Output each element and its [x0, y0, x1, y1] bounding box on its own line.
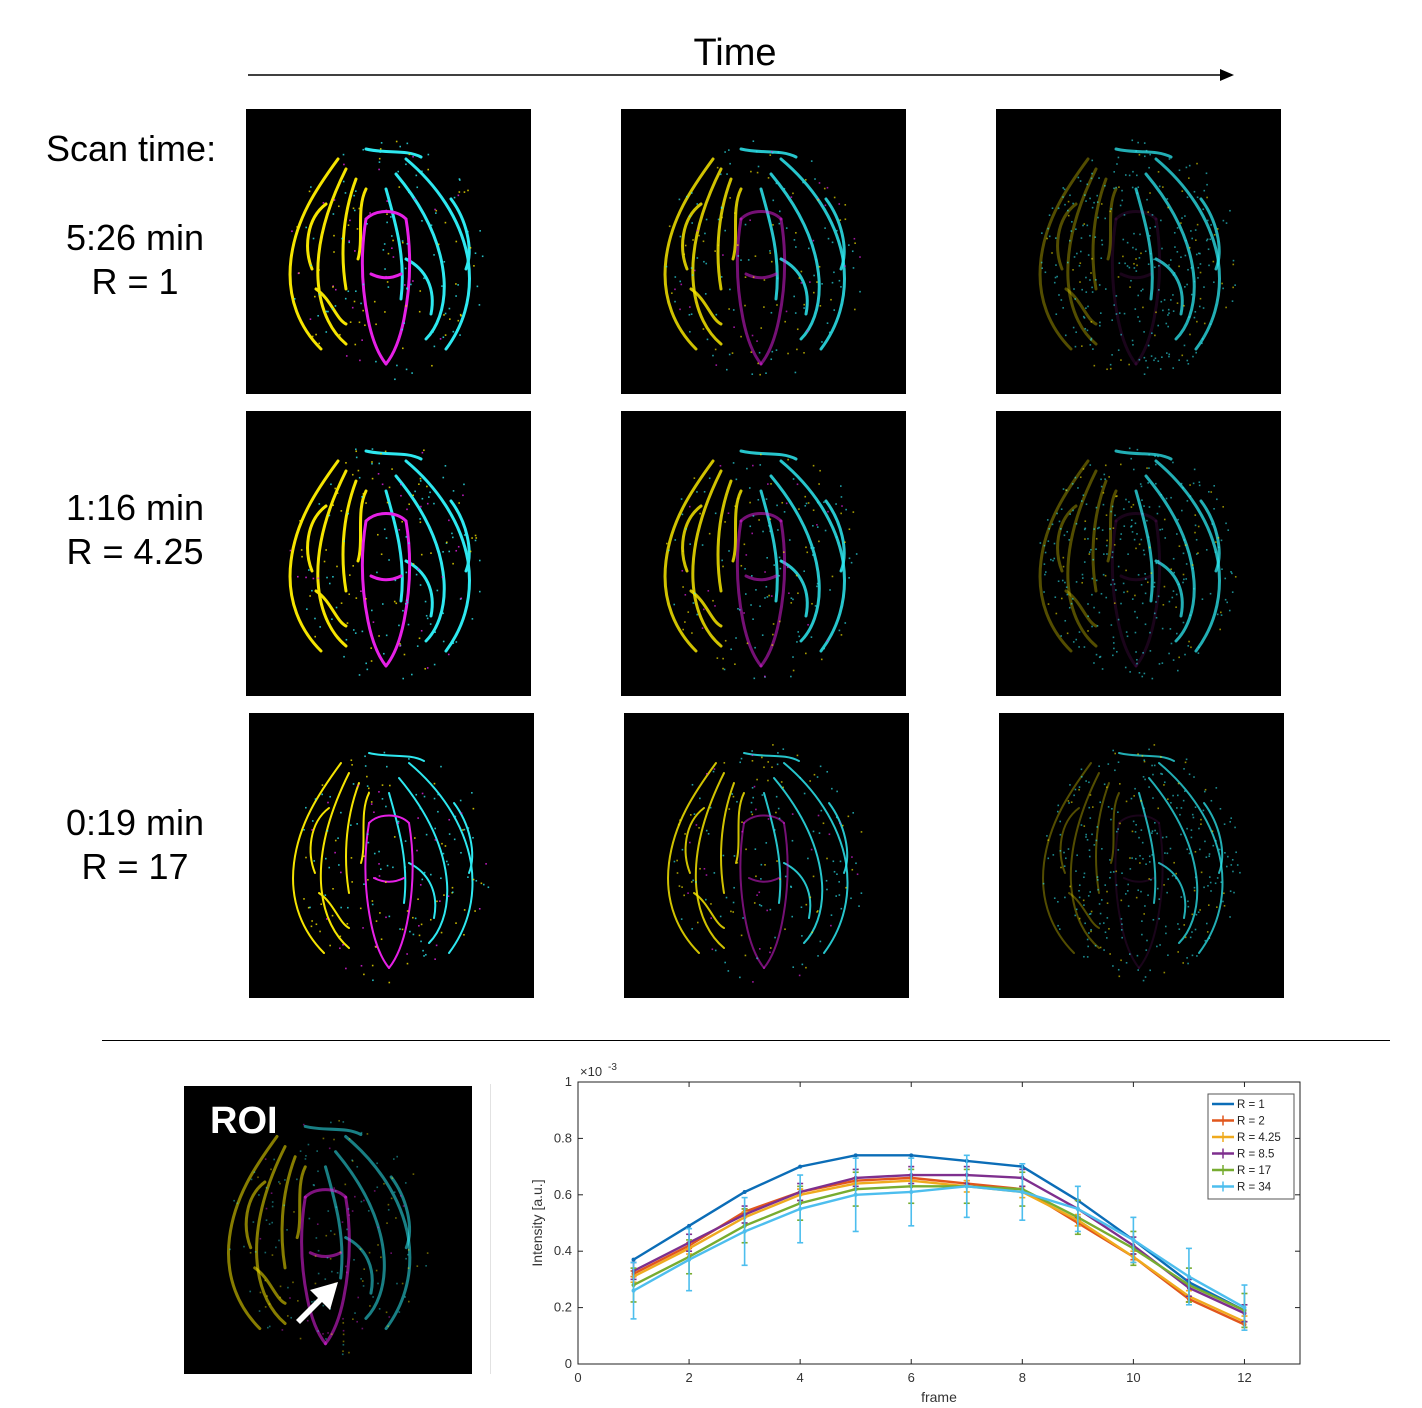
x-tick-label: 4	[797, 1370, 804, 1385]
x-tick-label: 2	[685, 1370, 692, 1385]
data-point	[798, 1164, 803, 1169]
legend-entry: R = 8.5	[1237, 1149, 1274, 1161]
y-tick-label: 0.6	[554, 1187, 572, 1202]
legend-entry: R = 1	[1237, 1099, 1265, 1111]
row-label-2: 1:16 min R = 4.25	[30, 486, 240, 574]
y-tick-label: 1	[565, 1074, 572, 1089]
row-label-3: 0:19 min R = 17	[30, 801, 240, 889]
y-tick-label: 0.4	[554, 1243, 572, 1258]
series-line-5	[632, 1185, 1246, 1309]
row-label-r: R = 17	[81, 846, 189, 887]
brain-frame-r1-c1	[246, 109, 531, 394]
roi-brain-map	[227, 1119, 429, 1356]
y-scale-exponent: -3	[608, 1062, 617, 1073]
brain-frame-r3-c2	[624, 713, 909, 998]
row-label-scan-time: 0:19 min	[65, 802, 205, 843]
brain-frame-r2-c1	[246, 411, 531, 696]
brain-frame-r2-c3	[996, 411, 1281, 696]
series-line-4	[632, 1185, 1245, 1312]
legend-entry: R = 17	[1237, 1165, 1271, 1177]
brain-frame-r1-c3	[996, 109, 1281, 394]
data-point	[1131, 1237, 1136, 1242]
white-arrow-icon	[296, 1282, 338, 1324]
roi-title: ROI	[210, 1100, 278, 1142]
brain-frame-r1-c2	[621, 109, 906, 394]
data-point	[1242, 1305, 1247, 1310]
data-point	[964, 1184, 969, 1189]
data-point	[687, 1257, 692, 1262]
data-point	[631, 1257, 636, 1262]
data-point	[853, 1192, 858, 1197]
x-axis-label: frame	[921, 1389, 957, 1405]
data-point	[1075, 1206, 1080, 1211]
series-line-3	[632, 1173, 1245, 1315]
y-scale-label: ×10	[580, 1064, 602, 1079]
series-line-2	[632, 1179, 1245, 1323]
x-tick-label: 8	[1019, 1370, 1026, 1385]
data-point	[909, 1189, 914, 1194]
y-tick-label: 0.2	[554, 1300, 572, 1315]
plot-area	[577, 1081, 1301, 1365]
data-point	[909, 1153, 914, 1158]
data-point	[853, 1153, 858, 1158]
legend-entry: R = 2	[1237, 1116, 1265, 1128]
brain-frame-r3-c1	[249, 713, 534, 998]
scan-time-title: Scan time:	[46, 128, 217, 169]
x-tick-label: 10	[1126, 1370, 1140, 1385]
row-label-r: R = 4.25	[66, 531, 204, 572]
row-label-1: 5:26 min R = 1	[30, 216, 240, 304]
legend-entry: R = 34	[1237, 1182, 1272, 1194]
data-point	[687, 1223, 692, 1228]
brain-frame-r3-c3	[999, 713, 1284, 998]
time-axis-label: Time	[693, 32, 777, 74]
data-point	[798, 1206, 803, 1211]
data-point	[1020, 1189, 1025, 1194]
y-axis-label: Intensity [a.u.]	[529, 1179, 545, 1266]
data-point	[1186, 1274, 1191, 1279]
y-tick-label: 0	[565, 1356, 572, 1371]
x-tick-label: 0	[574, 1370, 581, 1385]
y-tick-label: 0.8	[554, 1130, 572, 1145]
roi-image	[184, 1086, 472, 1374]
row-label-scan-time: 1:16 min	[65, 487, 205, 528]
panel-separator	[490, 1084, 491, 1374]
row-label-scan-time: 5:26 min	[65, 217, 205, 258]
time-arrow-icon	[248, 69, 1234, 81]
x-tick-label: 6	[908, 1370, 915, 1385]
data-point	[631, 1288, 636, 1293]
legend-entry: R = 4.25	[1237, 1132, 1281, 1144]
intensity-chart: 0 2 4 6 8 10 12 0 0.2 0.4 0.6 0.8 1 ×10 -3 frame Intensi…	[529, 1062, 1301, 1405]
brain-frame-r2-c2	[621, 411, 906, 696]
x-tick-label: 12	[1237, 1370, 1251, 1385]
data-point	[742, 1229, 747, 1234]
legend: R = 1 R = 2 R = 4.25 R = 8.5 R = 17 R = 34	[1207, 1093, 1295, 1200]
data-point	[742, 1189, 747, 1194]
row-label-r: R = 1	[91, 261, 179, 302]
section-divider	[102, 1040, 1390, 1041]
